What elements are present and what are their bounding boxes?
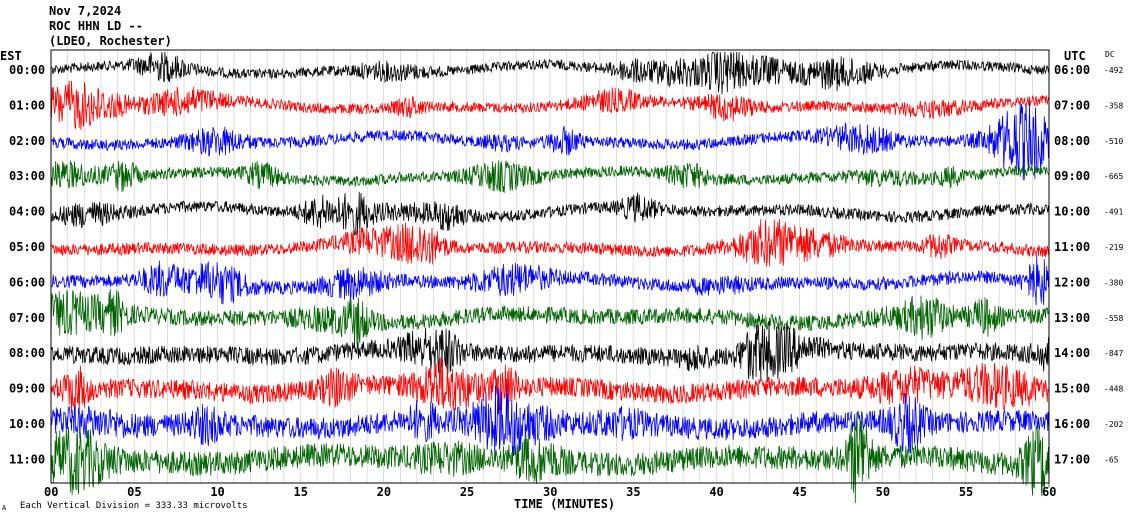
utc-hour-label: 17:00: [1054, 452, 1090, 466]
trace-line: [50, 191, 1050, 236]
utc-hour-label: 08:00: [1054, 134, 1090, 148]
utc-hour-label: 07:00: [1054, 98, 1090, 112]
trace-line: [50, 357, 1050, 417]
trace-line: [50, 160, 1050, 193]
dc-offset-label: -65: [1104, 455, 1119, 464]
x-tick-label: 25: [460, 485, 474, 499]
dc-offset-label: -558: [1104, 314, 1123, 323]
x-tick-label: 60: [1042, 485, 1056, 499]
trace-line: [50, 255, 1050, 306]
x-tick-label: 50: [876, 485, 890, 499]
chart-network: (LDEO, Rochester): [49, 34, 172, 48]
trace-line: [50, 219, 1050, 267]
est-label: EST: [0, 49, 22, 63]
x-tick-label: 05: [127, 485, 141, 499]
dc-offset-label: -491: [1104, 208, 1123, 217]
utc-hour-label: 15:00: [1054, 382, 1090, 396]
est-hour-label: 07:00: [9, 311, 45, 325]
est-hour-label: 02:00: [9, 134, 45, 148]
trace-line: [50, 80, 1050, 130]
utc-label: UTC: [1064, 49, 1086, 63]
utc-hour-label: 09:00: [1054, 169, 1090, 183]
x-tick-label: 10: [210, 485, 224, 499]
plot-frame: [50, 49, 1050, 484]
x-tick-label: 00: [44, 485, 58, 499]
chart-date: Nov 7,2024: [49, 4, 122, 18]
utc-hour-label: 10:00: [1054, 205, 1090, 219]
est-hour-label: 03:00: [9, 169, 45, 183]
utc-hour-label: 16:00: [1054, 417, 1090, 431]
seismic-traces: [50, 51, 1050, 504]
dc-offset-label: -665: [1104, 172, 1123, 181]
trace-line: [50, 51, 1050, 95]
dc-offset-label: -510: [1104, 137, 1123, 146]
x-tick-label: 30: [543, 485, 557, 499]
dc-offset-label: -448: [1104, 385, 1123, 394]
est-hour-label: 04:00: [9, 205, 45, 219]
x-tick-label: 20: [377, 485, 391, 499]
x-tick-label: 45: [793, 485, 807, 499]
trace-line: [50, 385, 1050, 458]
chart-station: ROC HHN LD --: [49, 19, 143, 33]
est-hour-label: 08:00: [9, 346, 45, 360]
dc-offset-label: -847: [1104, 349, 1123, 358]
est-hour-label: 00:00: [9, 63, 45, 77]
x-tick-label: 35: [626, 485, 640, 499]
trace-line: [50, 321, 1050, 383]
trace-line: [50, 411, 1050, 504]
x-axis-label: TIME (MINUTES): [514, 497, 615, 511]
dc-offset-label: -202: [1104, 420, 1123, 429]
est-hour-label: 05:00: [9, 240, 45, 254]
utc-hour-label: 06:00: [1054, 63, 1090, 77]
dc-offset-label: -358: [1104, 101, 1123, 110]
utc-hour-label: 11:00: [1054, 240, 1090, 254]
trace-line: [50, 288, 1050, 346]
est-hour-label: 01:00: [9, 98, 45, 112]
dc-offset-label: -219: [1104, 243, 1123, 252]
dc-label: DC: [1105, 50, 1115, 59]
axis-labels: 00 05 10 15 20 25 30 35 40 45 50 55 60 00:00 06:00 -492…: [9, 63, 1123, 499]
est-hour-label: 10:00: [9, 417, 45, 431]
x-tick-label: 55: [959, 485, 973, 499]
scale-footer: Each Vertical Division = 333.33 microvol…: [20, 501, 248, 511]
x-tick-label: 40: [709, 485, 723, 499]
est-hour-label: 09:00: [9, 382, 45, 396]
est-hour-label: 06:00: [9, 275, 45, 289]
x-tick-label: 15: [294, 485, 308, 499]
dc-offset-label: -492: [1104, 66, 1123, 75]
footer-mark: A: [2, 504, 7, 512]
utc-hour-label: 12:00: [1054, 275, 1090, 289]
est-hour-label: 11:00: [9, 452, 45, 466]
dc-offset-label: -380: [1104, 278, 1123, 287]
trace-line: [50, 103, 1050, 181]
utc-hour-label: 14:00: [1054, 346, 1090, 360]
utc-hour-label: 13:00: [1054, 311, 1090, 325]
